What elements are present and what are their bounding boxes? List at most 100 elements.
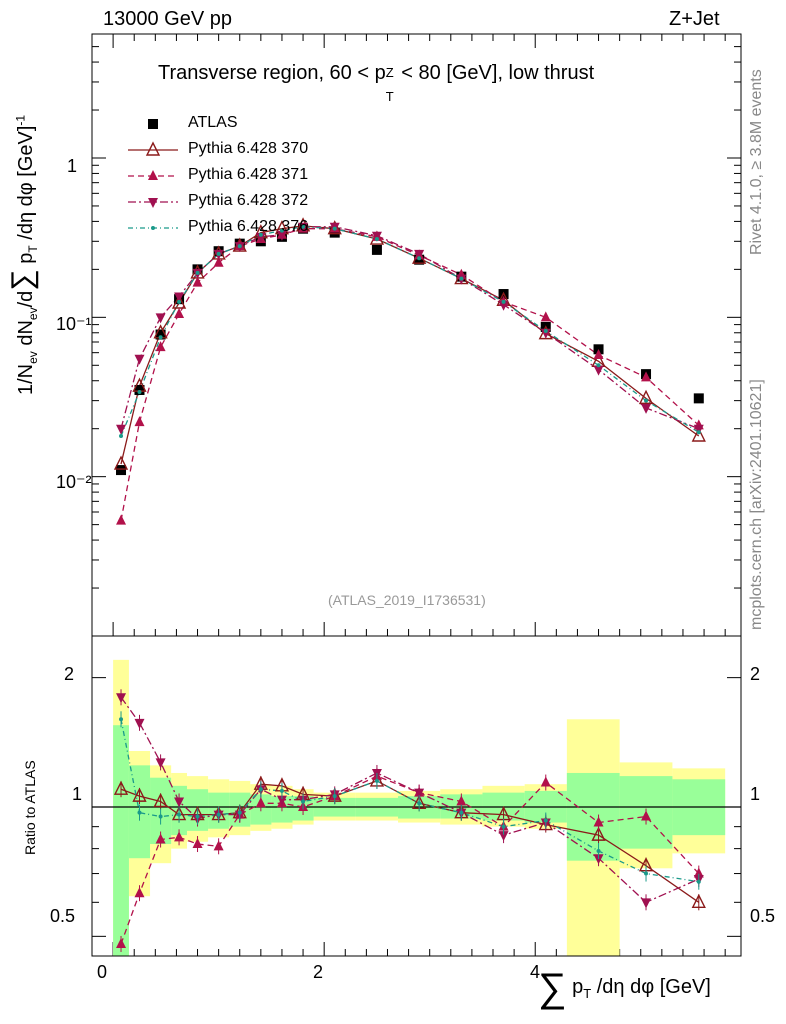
data-point-pythia-6-428-372 <box>693 424 704 435</box>
ratio-point-pythia-6-428-371 <box>155 833 166 844</box>
ratio-point-pythia-6-428-372 <box>414 788 425 799</box>
data-point-pythia-6-428-372 <box>155 313 166 324</box>
legend-marker <box>148 198 158 208</box>
ratio-point-pythia-6-428-372 <box>155 758 166 769</box>
ratio-point-pythia-6-428-376 <box>195 814 200 819</box>
legend-p370: Pythia 6.428 370 <box>188 140 309 157</box>
data-point-pythia-6-428-372 <box>641 403 652 414</box>
data-point-pythia-6-428-376 <box>543 329 548 334</box>
series-line-pythia-6-428-371 <box>120 228 700 521</box>
analysis-watermark: (ATLAS_2019_I1736531) <box>328 592 486 608</box>
data-point-pythia-6-428-376 <box>301 224 306 229</box>
source-label: mcplots.cern.ch [arXiv:2401.10621] <box>748 379 765 630</box>
ratio-point-pythia-6-428-371 <box>134 887 145 898</box>
ratio-point-pythia-6-428-376 <box>258 787 263 792</box>
data-point-pythia-6-428-376 <box>332 226 337 231</box>
data-point-pythia-6-428-376 <box>195 270 200 275</box>
ratio-point-pythia-6-428-371 <box>213 840 224 851</box>
ratio-point-pythia-6-428-370 <box>691 893 706 909</box>
ratio-point-pythia-6-428-376 <box>696 879 701 884</box>
ytick-label-1: 1 <box>67 156 78 176</box>
ratio-point-pythia-6-428-370 <box>591 826 606 841</box>
ratio-point-pythia-6-428-371 <box>116 937 127 948</box>
ratio-point-pythia-6-428-376 <box>596 848 601 853</box>
data-point-pythia-6-428-376 <box>158 335 163 340</box>
data-point-pythia-6-428-376 <box>644 398 649 403</box>
data-point-pythia-6-428-371 <box>213 256 224 267</box>
data-point-pythia-6-428-370 <box>113 455 129 470</box>
data-point-pythia-6-428-370 <box>691 427 706 442</box>
data-point-pythia-6-428-372 <box>255 232 266 243</box>
data-point-pythia-6-428-371 <box>174 307 185 318</box>
data-point-pythia-6-428-372 <box>371 231 382 242</box>
ratio-point-pythia-6-428-376 <box>137 810 142 815</box>
ratio-point-pythia-6-428-372 <box>498 831 509 842</box>
data-point-pythia-6-428-376 <box>237 244 242 249</box>
data-point-pythia-6-428-372 <box>414 249 425 260</box>
xtick-label-4: 4 <box>530 962 541 982</box>
data-point-pythia-6-428-372 <box>498 300 509 311</box>
data-point-pythia-6-428-371 <box>192 276 203 287</box>
uncertainty-band-green <box>113 725 129 956</box>
data-point-pythia-6-428-372 <box>134 354 145 365</box>
ratio-point-pythia-6-428-376 <box>237 810 242 815</box>
process-label: Z+Jet <box>669 8 720 30</box>
data-point-pythia-6-428-371 <box>116 514 127 525</box>
data-point-pythia-6-428-372 <box>116 424 127 435</box>
ratio-point-pythia-6-428-372 <box>276 795 287 806</box>
data-point-pythia-6-428-371 <box>540 311 551 322</box>
ytick-label-1e-2: 10⁻² <box>56 472 92 492</box>
ratio-point-pythia-6-428-376 <box>374 778 379 783</box>
data-point-atlas <box>155 329 166 340</box>
legend-marker <box>148 170 158 180</box>
energy-label: 13000 GeV pp <box>103 8 232 30</box>
ratio-frame <box>91 635 742 957</box>
ytick-label-1e-1: 10⁻¹ <box>56 314 92 334</box>
data-point-pythia-6-428-372 <box>174 292 185 303</box>
ratio-point-pythia-6-428-376 <box>501 824 506 829</box>
ratio-point-pythia-6-428-370 <box>153 792 168 808</box>
ratio-point-pythia-6-428-376 <box>644 871 649 876</box>
ratio-point-pythia-6-428-372 <box>174 797 185 808</box>
legend-p371: Pythia 6.428 371 <box>188 166 309 183</box>
data-point-pythia-6-428-371 <box>134 416 145 427</box>
data-point-pythia-6-428-376 <box>279 228 284 233</box>
legend-atlas: ATLAS <box>188 114 238 131</box>
ratio-ytick-left-2: 2 <box>64 664 75 684</box>
ratio-point-pythia-6-428-376 <box>177 812 182 817</box>
ratio-point-pythia-6-428-370 <box>132 787 147 802</box>
data-point-pythia-6-428-376 <box>501 299 506 304</box>
ratio-point-pythia-6-428-371 <box>456 795 467 806</box>
title-sub: T <box>385 89 394 104</box>
ratio-point-pythia-6-428-371 <box>255 797 266 808</box>
xtick-label-0: 0 <box>97 962 108 982</box>
ratio-point-pythia-6-428-376 <box>417 801 422 806</box>
data-point-atlas <box>693 393 704 404</box>
data-point-pythia-6-428-370 <box>638 389 654 405</box>
ratio-point-pythia-6-428-371 <box>174 831 185 842</box>
legend <box>128 119 178 230</box>
ratio-point-pythia-6-428-376 <box>158 814 163 819</box>
series-line-pythia-6-428-372 <box>120 226 700 430</box>
ratio-point-pythia-6-428-371 <box>540 776 551 787</box>
uncertainty-band-green <box>566 772 620 861</box>
data-point-atlas <box>371 244 382 255</box>
ratio-point-pythia-6-428-376 <box>459 810 464 815</box>
legend-marker <box>145 141 161 156</box>
ratio-panel <box>91 635 742 957</box>
data-point-pythia-6-428-376 <box>119 433 124 438</box>
legend-marker <box>151 226 155 230</box>
data-point-pythia-6-428-372 <box>593 365 604 376</box>
xlabel: ∑ pT /dη dφ [GeV] <box>538 966 711 1010</box>
ratio-point-pythia-6-428-376 <box>216 812 221 817</box>
rivet-label: Rivet 4.1.0, ≥ 3.8M events <box>748 69 765 255</box>
ratio-point-pythia-6-428-376 <box>119 717 124 722</box>
ratio-point-pythia-6-428-376 <box>301 799 306 804</box>
ratio-ytick-right-0p5: 0.5 <box>750 906 776 926</box>
ratio-point-pythia-6-428-376 <box>543 818 548 823</box>
ratio-point-pythia-6-428-376 <box>279 788 284 793</box>
title-sup: Z <box>385 65 394 80</box>
data-point-pythia-6-428-371 <box>641 371 652 382</box>
data-point-pythia-6-428-376 <box>696 430 701 435</box>
